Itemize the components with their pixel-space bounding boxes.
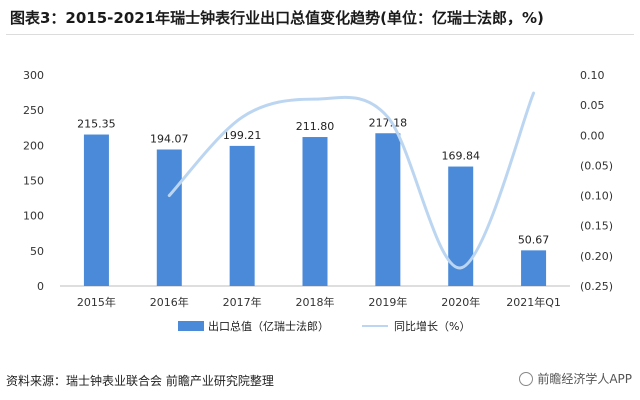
y-left-tick-label: 300: [23, 69, 44, 82]
growth-line: [167, 91, 536, 270]
y-right-tick-label: (0.15): [580, 220, 613, 233]
bar: [156, 149, 182, 286]
x-tick-label: 2015年: [77, 295, 116, 309]
y-left-tick-label: 100: [23, 210, 44, 223]
source-note: 资料来源：瑞士钟表业联合会 前瞻产业研究院整理: [6, 374, 274, 388]
bar-data-label: 169.84: [441, 150, 480, 163]
y-right-tick-label: (0.20): [580, 250, 613, 263]
bar-data-label: 50.67: [518, 233, 550, 246]
x-tick-label: 2021年Q1: [506, 295, 561, 309]
title-divider: [6, 34, 634, 35]
bar-data-label: 211.80: [296, 120, 335, 133]
y-left-tick-label: 250: [23, 104, 44, 117]
bar-data-label: 215.35: [77, 118, 116, 131]
bar: [375, 133, 401, 286]
bar: [83, 134, 109, 286]
legend-item-bar: 出口总值（亿瑞士法郎）: [178, 318, 329, 334]
bar-data-label: 199.21: [223, 129, 262, 142]
y-right-tick-label: (0.10): [580, 190, 613, 203]
brand-logo-icon: [519, 371, 534, 386]
bar: [302, 137, 328, 286]
y-left-tick-label: 200: [23, 139, 44, 152]
x-tick-label: 2018年: [296, 295, 335, 309]
y-right-tick-label: 0.05: [580, 99, 605, 112]
bar: [521, 250, 547, 286]
brand-watermark: 前瞻经济学人APP: [519, 370, 632, 387]
chart-title: 图表3：2015-2021年瑞士钟表行业出口总值变化趋势(单位：亿瑞士法郎，%): [10, 9, 544, 27]
x-tick-label: 2017年: [223, 295, 262, 309]
brand-watermark-text: 前瞻经济学人APP: [537, 372, 632, 386]
y-left-tick-label: 150: [23, 175, 44, 188]
y-right-tick-label: 0.00: [580, 129, 605, 142]
legend-line-swatch: [362, 325, 388, 327]
legend-item-line: 同比增长（%）: [362, 318, 470, 334]
y-left-tick-label: 50: [30, 245, 44, 258]
legend: 出口总值（亿瑞士法郎） 同比增长（%）: [0, 318, 640, 338]
x-tick-label: 2020年: [441, 295, 480, 309]
bar-data-label: 194.07: [150, 133, 189, 146]
y-right-tick-label: (0.25): [580, 280, 613, 293]
legend-bar-swatch: [178, 321, 204, 331]
y-right-tick-label: 0.10: [580, 69, 605, 82]
chart: 0 50 100 150 200 250 300 0.10 0.05 0.00 (0.05) (0.1…: [23, 69, 613, 309]
bar-data-label: 217.18: [369, 116, 408, 129]
legend-line-label: 同比增长（%）: [394, 320, 471, 333]
x-tick-label: 2019年: [368, 295, 407, 309]
x-tick-label: 2016年: [150, 295, 189, 309]
bar: [229, 145, 255, 286]
y-left-tick-label: 0: [37, 280, 44, 293]
legend-bar-label: 出口总值（亿瑞士法郎）: [208, 320, 329, 333]
y-right-tick-label: (0.05): [580, 159, 613, 172]
